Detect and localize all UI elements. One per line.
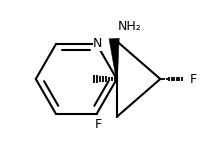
Text: NH₂: NH₂ <box>118 20 142 33</box>
Text: F: F <box>190 73 197 85</box>
Text: F: F <box>94 118 102 131</box>
Text: N: N <box>93 37 103 50</box>
Polygon shape <box>109 38 119 79</box>
